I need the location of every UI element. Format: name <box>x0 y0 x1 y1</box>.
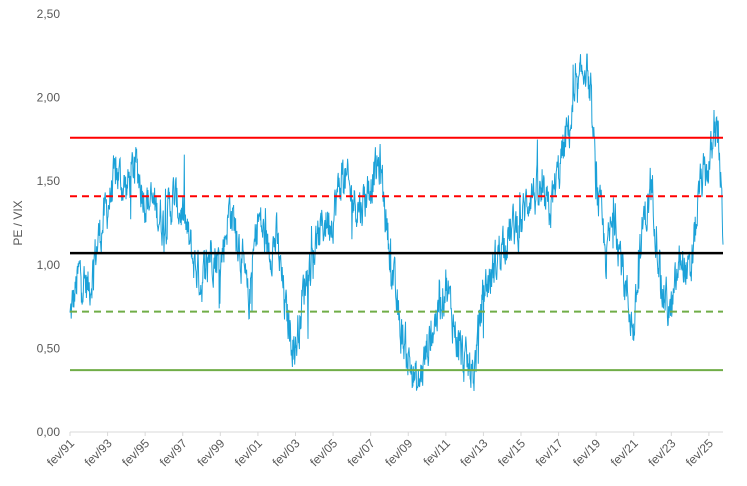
x-tick-label: fev/13 <box>458 436 491 469</box>
x-tick-label: fev/09 <box>382 436 415 469</box>
y-tick-label: 1,00 <box>37 258 61 272</box>
series-line <box>69 53 724 392</box>
x-tick-label: fev/23 <box>645 436 678 469</box>
y-tick-label: 0,50 <box>37 341 61 355</box>
x-tick-label: fev/99 <box>194 436 227 469</box>
x-tick-label: fev/07 <box>345 436 378 469</box>
y-axis-ticks: 0,00 0,50 1,00 1,50 2,00 2,50 <box>37 7 61 439</box>
reference-lines <box>70 136 723 372</box>
x-tick-label: fev/97 <box>157 436 190 469</box>
x-tick-label: fev/19 <box>570 436 603 469</box>
y-tick-label: 1,50 <box>37 174 61 188</box>
series-layer <box>69 53 724 392</box>
x-tick-label: fev/17 <box>533 436 566 469</box>
x-tick-label: fev/11 <box>421 436 454 469</box>
x-tick-label: fev/01 <box>232 436 265 469</box>
y-tick-label: 2,00 <box>37 91 61 105</box>
x-tick-label: fev/15 <box>495 436 528 469</box>
x-tick-label: fev/03 <box>270 436 303 469</box>
x-tick-label: fev/95 <box>119 436 152 469</box>
x-tick-label: fev/21 <box>608 436 641 469</box>
x-axis-ticks: fev/91 fev/93 fev/95 fev/97 fev/99 fev/01 fev/… <box>44 432 716 469</box>
x-tick-label: fev/91 <box>44 436 77 469</box>
x-tick-label: fev/05 <box>307 436 340 469</box>
x-tick-label: fev/93 <box>82 436 115 469</box>
x-tick-label: fev/25 <box>683 436 716 469</box>
y-tick-label: 0,00 <box>37 425 61 439</box>
y-axis-label: PE / VIX <box>11 200 25 245</box>
y-tick-label: 2,50 <box>37 7 61 21</box>
